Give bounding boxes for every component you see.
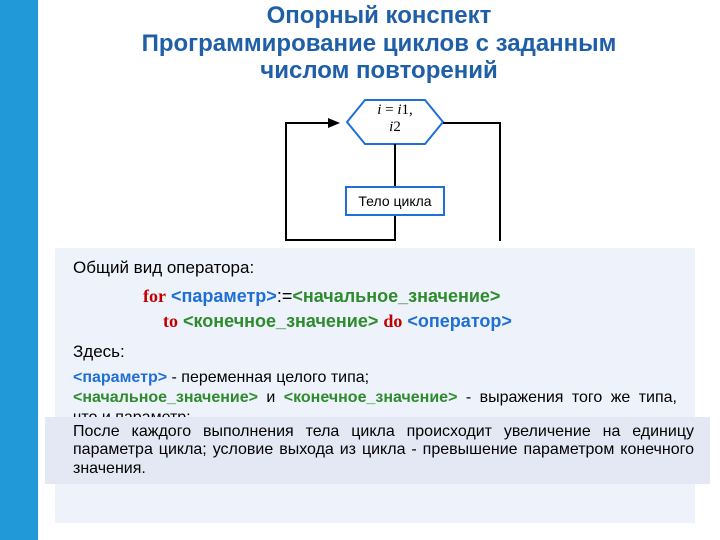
keyword-for: for [143, 286, 166, 306]
loop-header-hexagon: i = i1, i2 [335, 98, 455, 146]
flow-line [443, 122, 501, 124]
flow-line [394, 144, 396, 186]
flow-line [394, 216, 396, 241]
accent-sidebar [0, 0, 38, 540]
syntax-line2: to <конечное_значение> do <оператор> [163, 311, 677, 332]
start-value-token: <начальное_значение> [292, 286, 500, 306]
explain-param: <параметр> - переменная целого типа; [73, 368, 677, 388]
flow-line [499, 122, 501, 241]
flow-line [285, 239, 396, 241]
hexagon-label: i = i1, i2 [335, 102, 455, 137]
end-value-token: <конечное_значение> [183, 311, 378, 331]
param-token: <параметр> [171, 286, 277, 306]
syntax-line1: for <параметр>:=<начальное_значение> [143, 286, 677, 307]
keyword-do: do [383, 311, 402, 331]
arrowhead-icon [328, 116, 342, 130]
overlay-note: После каждого выполнения тела цикла прои… [45, 417, 710, 484]
title-line2: Программирование циклов с заданным [142, 30, 617, 57]
intro-line: Общий вид оператора: [73, 258, 677, 278]
page-title: Опорный конспект Программирование циклов… [38, 2, 720, 85]
flowchart: i = i1, i2 Тело цикла [240, 98, 520, 248]
title-line1: Опорный конспект [267, 2, 492, 29]
keyword-to: to [163, 311, 178, 331]
operator-token: <оператор> [407, 311, 511, 331]
loop-body-box: Тело цикла [345, 186, 445, 216]
title-line3: числом повторений [260, 57, 497, 84]
flow-line [285, 122, 287, 241]
zdes-label: Здесь: [73, 342, 677, 362]
